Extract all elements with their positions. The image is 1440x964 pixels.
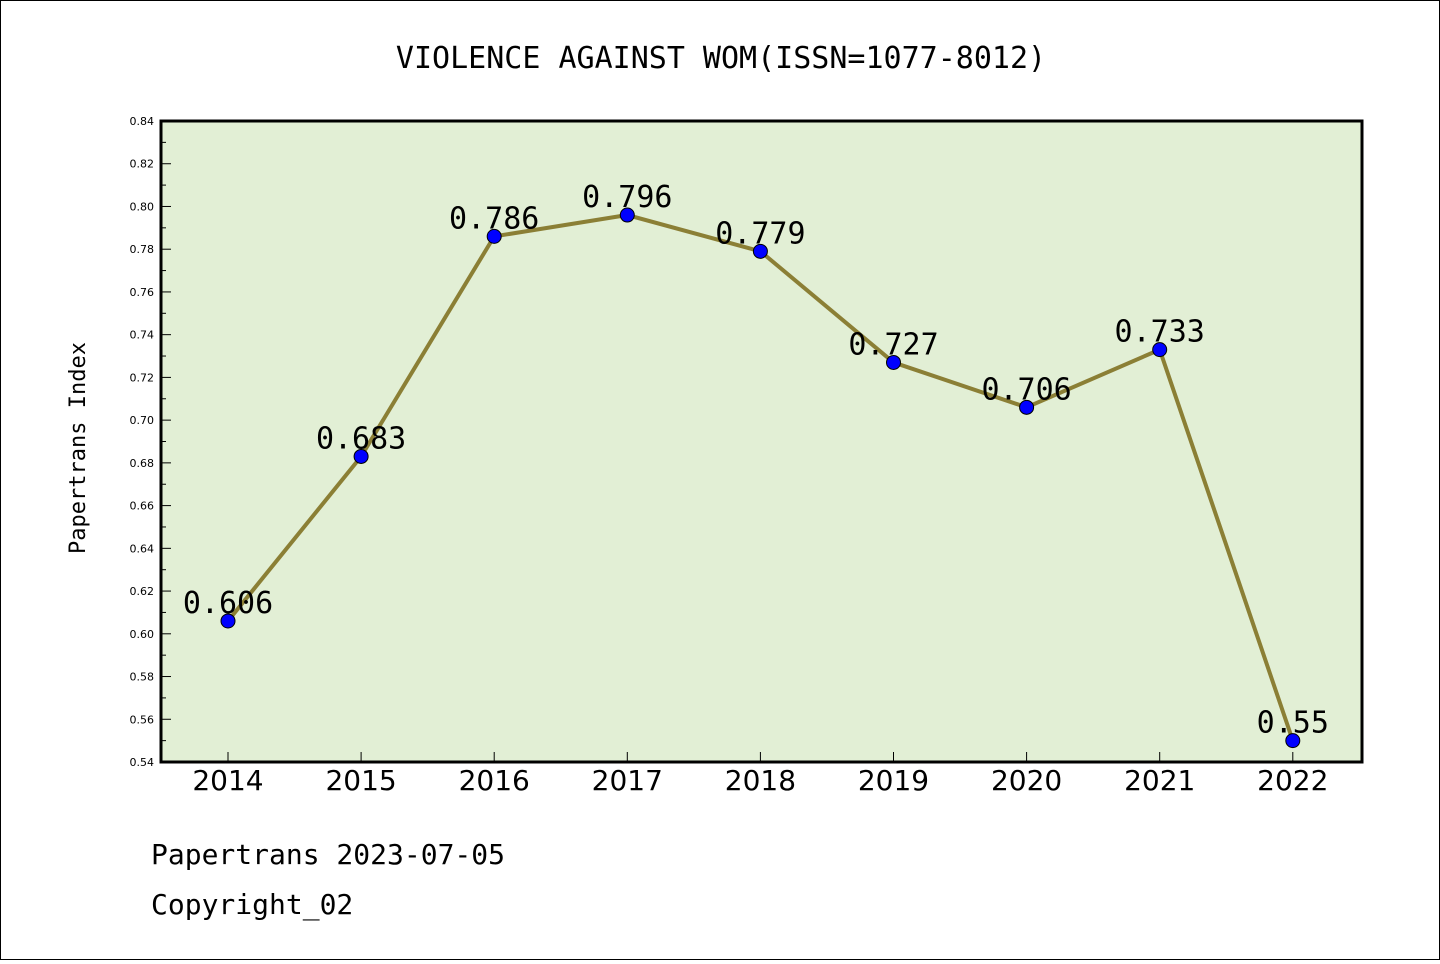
x-tick-label: 2020 [991, 764, 1062, 797]
chart-title: VIOLENCE AGAINST WOM(ISSN=1077-8012) [396, 41, 1046, 76]
y-tick-label: 0.70 [130, 414, 155, 427]
y-axis: 0.54 0.56 0.58 0.60 0.62 0.64 0.66 0.68 0.70 0.72… [130, 115, 171, 769]
x-tick-label: 2018 [725, 764, 796, 797]
y-tick-label: 0.72 [130, 371, 155, 384]
data-point [1019, 399, 1035, 415]
x-tick-label: 2021 [1124, 764, 1195, 797]
y-tick-label: 0.78 [130, 243, 155, 256]
x-tick-label: 2019 [858, 764, 929, 797]
data-labels: 0.606 0.683 0.786 0.796 0.779 0.727 0.706 0.733… [183, 180, 1329, 741]
data-point [220, 613, 236, 629]
data-point [1152, 342, 1168, 358]
data-label: 0.796 [582, 180, 672, 215]
data-label: 0.55 [1257, 706, 1329, 741]
data-label: 0.706 [981, 372, 1071, 407]
x-tick-label: 2022 [1257, 764, 1328, 797]
plot-area [159, 119, 1364, 764]
y-tick-label: 0.56 [130, 713, 155, 726]
data-label: 0.779 [715, 216, 805, 251]
data-point [752, 243, 768, 259]
series-group [220, 207, 1301, 749]
y-tick-label: 0.80 [130, 200, 155, 213]
x-axis: 2014 2015 2016 2017 2018 2019 2020 2021 2022 [192, 752, 1328, 797]
y-tick-label: 0.76 [130, 286, 155, 299]
y-tick-label: 0.58 [130, 671, 155, 684]
y-tick-label: 0.60 [130, 628, 155, 641]
data-label: 0.683 [316, 421, 406, 456]
data-point [353, 448, 369, 464]
y-tick-label: 0.64 [130, 542, 155, 555]
footer-date: Papertrans 2023-07-05 [151, 838, 505, 871]
x-tick-label: 2017 [592, 764, 663, 797]
data-label: 0.733 [1115, 315, 1205, 350]
data-point [619, 207, 635, 223]
data-label: 0.727 [848, 327, 938, 362]
data-label: 0.606 [183, 586, 273, 621]
x-tick-label: 2015 [325, 764, 396, 797]
y-tick-label: 0.82 [130, 158, 155, 171]
y-tick-label: 0.84 [130, 115, 155, 128]
y-axis-label: Papertrans Index [66, 342, 91, 554]
data-point [486, 228, 502, 244]
x-tick-label: 2014 [192, 764, 263, 797]
data-point [886, 354, 901, 370]
y-tick-label: 0.68 [130, 457, 155, 470]
footer-copyright: Copyright_02 [151, 888, 353, 922]
y-tick-label: 0.74 [130, 329, 155, 342]
data-point [1285, 733, 1301, 749]
data-label: 0.786 [449, 201, 539, 236]
y-tick-label: 0.54 [130, 756, 155, 769]
y-tick-label: 0.62 [130, 585, 155, 598]
y-tick-label: 0.66 [130, 500, 155, 513]
x-tick-label: 2016 [459, 764, 530, 797]
